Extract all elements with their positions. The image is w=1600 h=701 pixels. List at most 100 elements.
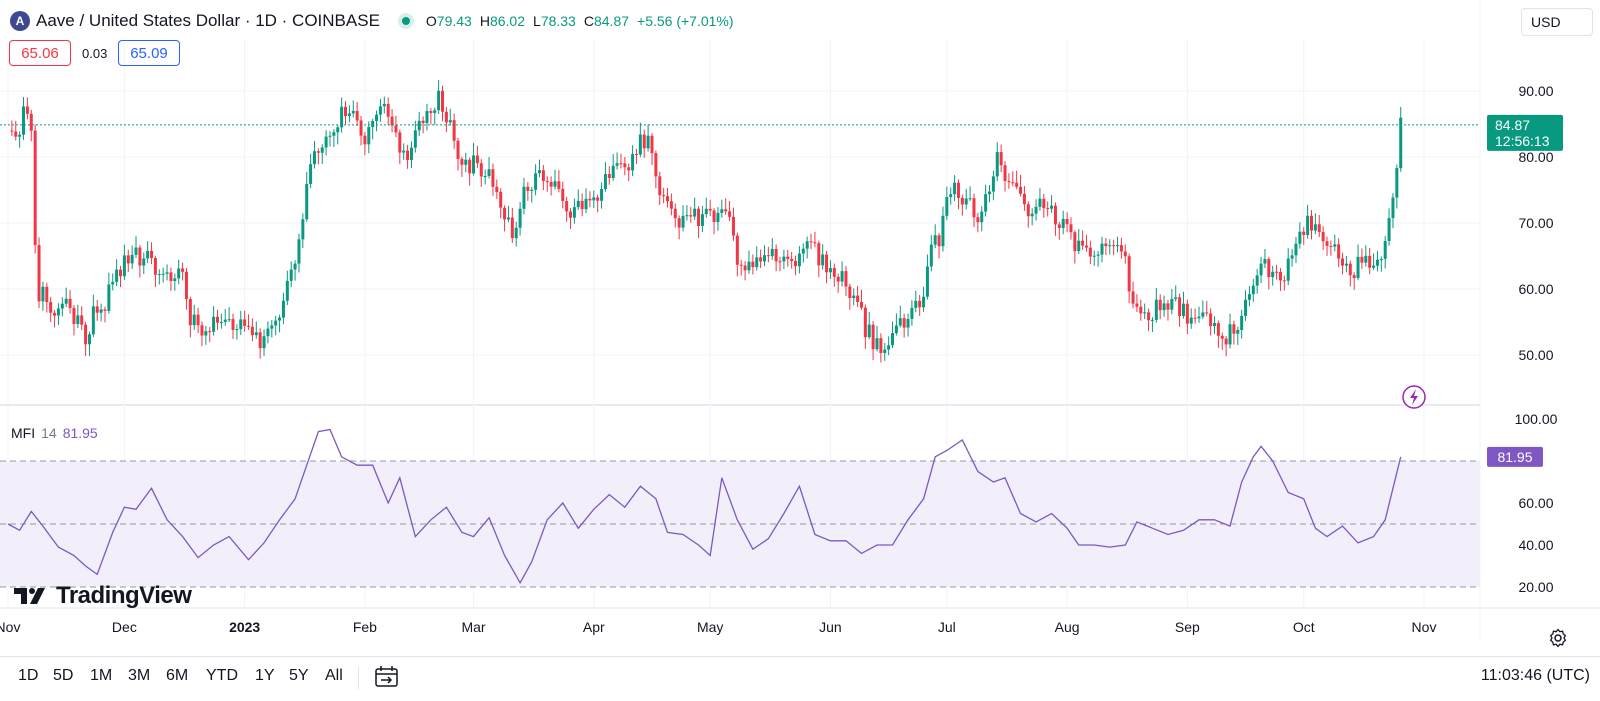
candle-body — [281, 300, 285, 318]
candle-body — [1356, 256, 1360, 279]
candle-body — [150, 250, 154, 259]
candle-body — [565, 201, 569, 212]
last-price-value: 84.87 — [1495, 117, 1530, 133]
candle-body — [891, 333, 895, 346]
mfi-legend[interactable]: MFI 14 81.95 — [11, 425, 98, 441]
candle-body — [1108, 245, 1112, 247]
symbol-title[interactable]: Aave / United States Dollar · 1D · COINB… — [36, 11, 380, 30]
settings-gear-icon[interactable] — [1548, 628, 1568, 648]
candle-body — [821, 254, 825, 266]
sell-price-button[interactable]: 65.06 — [9, 40, 71, 66]
candle-body — [297, 239, 301, 264]
candle-body — [1306, 215, 1310, 235]
candle-body — [774, 248, 778, 262]
candle-body — [1119, 245, 1123, 252]
candle-body — [1158, 299, 1162, 311]
candle-body — [666, 196, 670, 202]
candle-body — [1131, 291, 1135, 304]
candle-body — [650, 135, 654, 154]
x-tick-label: Nov — [1412, 619, 1437, 635]
candle-body — [208, 331, 212, 333]
candle-body — [371, 120, 375, 128]
candle-body — [1286, 258, 1290, 281]
candle-body — [1189, 317, 1193, 324]
candle-body — [84, 324, 88, 345]
candle-body — [859, 301, 863, 308]
candle-body — [506, 217, 510, 220]
calendar-range-icon[interactable] — [374, 665, 400, 689]
range-all-button[interactable]: All — [325, 667, 343, 684]
candle-body — [464, 159, 468, 165]
candle-body — [1255, 275, 1259, 286]
candle-body — [972, 198, 976, 218]
candle-body — [867, 324, 871, 338]
candle-body — [1278, 272, 1282, 281]
candle-body — [239, 319, 243, 330]
candle-body — [1193, 317, 1197, 319]
candle-body — [1348, 263, 1352, 276]
candle-body — [809, 241, 813, 243]
candle-body — [181, 268, 185, 272]
candle-body — [580, 200, 584, 210]
candle-body — [751, 261, 755, 268]
candle-body — [80, 315, 84, 325]
candle-body — [984, 194, 988, 212]
range-5d-button[interactable]: 5D — [53, 667, 74, 684]
candle-body — [1391, 197, 1395, 219]
candle-body — [320, 147, 324, 153]
candle-body — [537, 170, 541, 174]
lightning-event-icon[interactable] — [1402, 385, 1426, 409]
range-1d-button[interactable]: 1D — [18, 667, 39, 684]
candle-body — [681, 215, 685, 228]
candle-body — [898, 318, 902, 326]
utc-clock[interactable]: 11:03:46 (UTC) — [1480, 667, 1590, 684]
candle-body — [964, 198, 968, 205]
range-6m-button[interactable]: 6M — [166, 667, 189, 684]
bottom-toolbar: 1D 5D 1M 3M 6M YTD 1Y 5Y All 11:03:46 (U… — [0, 656, 1600, 701]
candle-body — [134, 247, 138, 255]
candle-body — [1069, 224, 1073, 233]
candle-body — [375, 114, 379, 121]
candle-body — [1011, 182, 1015, 184]
mfi-tick-label: 100.00 — [1515, 411, 1558, 427]
range-ytd-button[interactable]: YTD — [206, 667, 238, 684]
candle-body — [875, 338, 879, 350]
candle-body — [728, 211, 732, 217]
currency-select[interactable]: USD — [1521, 8, 1593, 36]
range-1y-button[interactable]: 1Y — [255, 667, 275, 684]
candle-body — [1100, 243, 1104, 255]
buy-price-button[interactable]: 65.09 — [118, 40, 180, 66]
candle-body — [359, 120, 363, 136]
candle-body — [840, 271, 844, 282]
mfi-name: MFI — [11, 425, 36, 441]
candle-body — [848, 286, 852, 299]
candle-body — [402, 150, 406, 153]
candle-body — [844, 271, 848, 287]
candle-body — [111, 281, 115, 285]
candle-body — [755, 257, 759, 268]
candle-body — [278, 317, 282, 321]
candle-body — [545, 180, 549, 183]
candle-body — [126, 255, 130, 264]
candle-body — [437, 90, 441, 111]
candle-body — [192, 314, 196, 326]
range-5y-button[interactable]: 5Y — [289, 667, 309, 684]
candle-body — [1282, 280, 1286, 282]
range-3m-button[interactable]: 3M — [128, 667, 151, 684]
candle-body — [351, 110, 355, 114]
candle-body — [235, 329, 239, 331]
range-1m-button[interactable]: 1M — [90, 667, 113, 684]
candle-body — [1213, 323, 1217, 327]
candle-body — [1244, 299, 1248, 316]
candle-body — [1116, 245, 1120, 247]
candle-body — [347, 113, 351, 117]
candle-body — [344, 106, 348, 117]
candle-body — [1092, 255, 1096, 257]
candle-body — [1127, 256, 1131, 292]
x-tick-label: May — [697, 619, 723, 635]
candle-body — [142, 258, 146, 266]
x-tick-label: Nov — [0, 619, 20, 635]
candle-body — [658, 176, 662, 196]
candle-body — [188, 299, 192, 326]
candle-body — [530, 189, 534, 191]
